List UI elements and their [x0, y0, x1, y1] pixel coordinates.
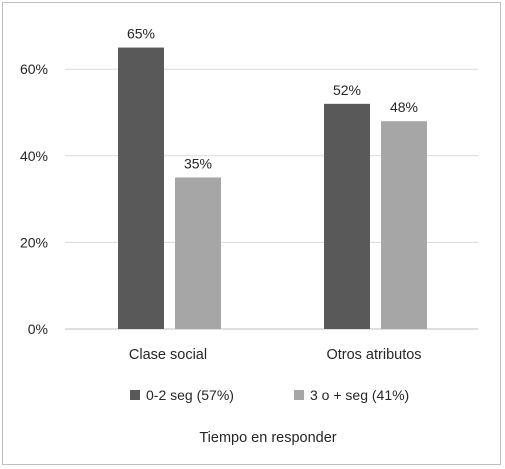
category-labels: Clase social Otros atributos: [129, 347, 422, 363]
legend-label: 0-2 seg (57%): [146, 387, 234, 403]
data-labels: 65% 52% 35% 48%: [127, 26, 418, 172]
category-label: Clase social: [129, 347, 207, 363]
y-axis-ticks: 0% 20% 40% 60%: [20, 61, 48, 337]
bar: [118, 47, 164, 330]
y-tick-label: 60%: [20, 61, 48, 77]
bars: [118, 47, 427, 330]
legend-label: 3 o + seg (41%): [310, 387, 409, 403]
data-label: 65%: [127, 26, 155, 42]
legend-item: 3 o + seg (41%): [294, 387, 409, 403]
bar: [175, 177, 221, 329]
legend-swatch: [130, 390, 140, 400]
data-label: 35%: [184, 155, 212, 171]
legend-item: 0-2 seg (57%): [130, 387, 234, 403]
y-tick-label: 20%: [20, 234, 48, 250]
data-label: 48%: [390, 99, 418, 115]
legend: 0-2 seg (57%) 3 o + seg (41%): [130, 387, 409, 403]
y-tick-label: 0%: [28, 321, 48, 337]
bar: [381, 121, 427, 329]
data-label: 52%: [333, 82, 361, 98]
bar: [324, 103, 370, 329]
x-axis-title: Tiempo en responder: [199, 430, 336, 446]
legend-swatch: [294, 390, 304, 400]
category-label: Otros atributos: [326, 347, 421, 363]
y-tick-label: 40%: [20, 148, 48, 164]
